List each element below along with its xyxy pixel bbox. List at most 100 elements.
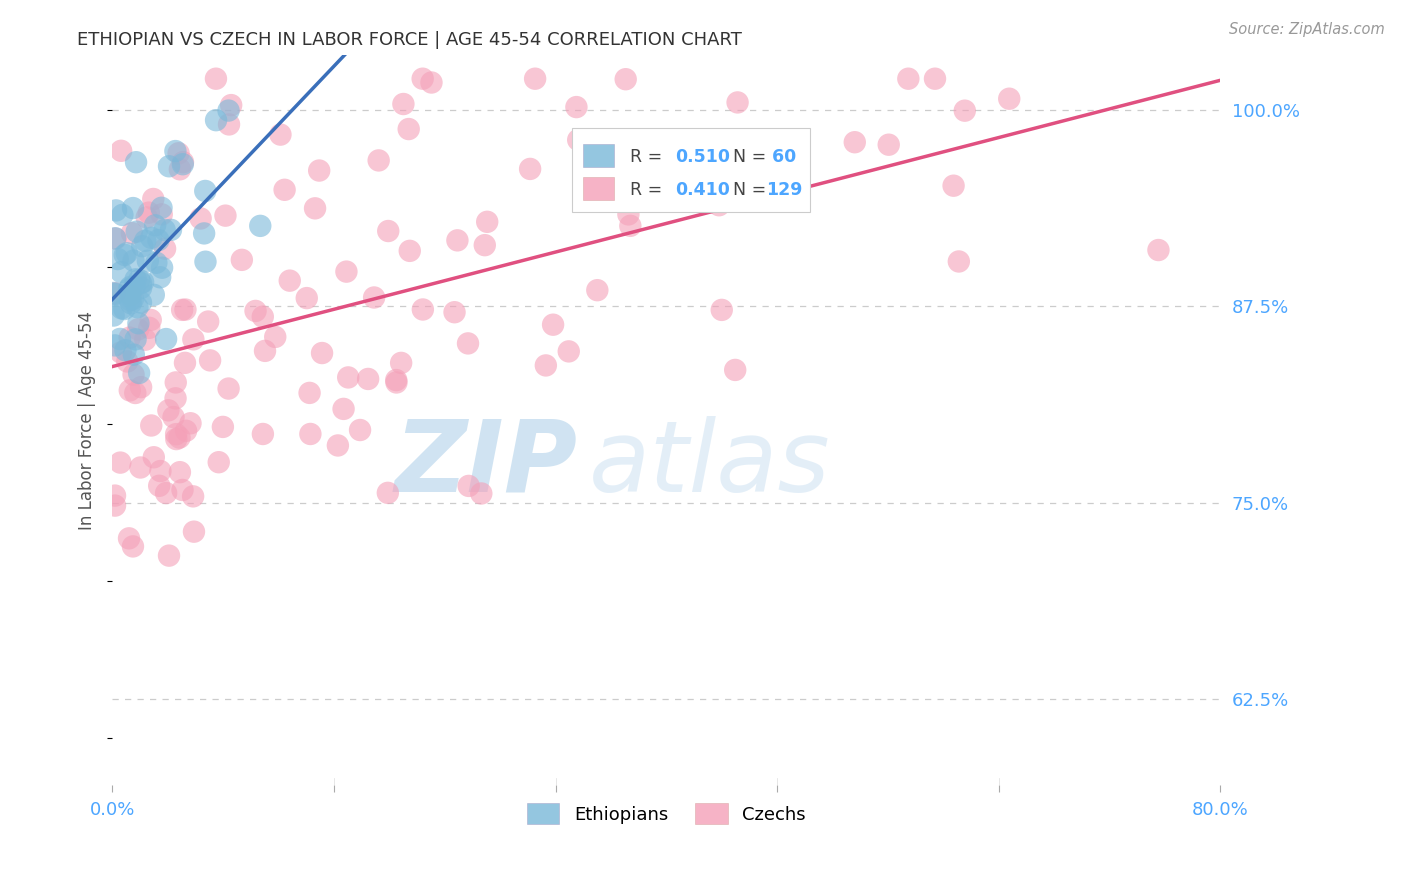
Czechs <box>443 305 465 319</box>
Czechs <box>153 242 176 256</box>
Czechs <box>953 103 976 118</box>
Czechs <box>567 133 589 147</box>
Ethiopians <box>118 282 141 296</box>
Czechs <box>167 146 190 161</box>
Czechs <box>412 71 434 86</box>
Ethiopians <box>124 272 146 286</box>
Czechs <box>104 489 127 503</box>
Czechs <box>474 238 496 252</box>
Ethiopians <box>120 296 142 310</box>
Czechs <box>844 135 866 149</box>
Czechs <box>298 385 321 400</box>
Czechs <box>219 98 242 112</box>
Czechs <box>565 100 588 114</box>
FancyBboxPatch shape <box>583 178 614 200</box>
Czechs <box>558 344 581 359</box>
Czechs <box>377 224 399 238</box>
Czechs <box>924 71 946 86</box>
Czechs <box>398 122 420 136</box>
Czechs <box>586 283 609 297</box>
Czechs <box>121 226 143 240</box>
Text: ETHIOPIAN VS CZECH IN LABOR FORCE | AGE 45-54 CORRELATION CHART: ETHIOPIAN VS CZECH IN LABOR FORCE | AGE … <box>77 31 742 49</box>
Czechs <box>142 450 165 465</box>
Text: 129: 129 <box>766 181 803 199</box>
Czechs <box>751 181 773 195</box>
Czechs <box>614 72 637 87</box>
Text: atlas: atlas <box>589 416 831 513</box>
Czechs <box>122 368 145 382</box>
Czechs <box>129 460 152 475</box>
Ethiopians <box>104 287 127 301</box>
Czechs <box>253 343 276 358</box>
Text: 60: 60 <box>766 148 796 167</box>
Text: ZIP: ZIP <box>395 416 578 513</box>
Czechs <box>122 540 145 554</box>
Text: 0.410: 0.410 <box>675 181 730 199</box>
Czechs <box>710 302 733 317</box>
Legend: Ethiopians, Czechs: Ethiopians, Czechs <box>520 796 813 831</box>
Ethiopians <box>112 301 135 316</box>
Ethiopians <box>127 300 149 314</box>
Ethiopians <box>120 287 142 301</box>
Czechs <box>127 322 149 336</box>
Text: Source: ZipAtlas.com: Source: ZipAtlas.com <box>1229 22 1385 37</box>
Czechs <box>412 302 434 317</box>
Czechs <box>183 524 205 539</box>
Czechs <box>198 353 221 368</box>
Ethiopians <box>115 246 138 260</box>
Ethiopians <box>128 366 150 380</box>
Ethiopians <box>125 225 148 239</box>
Czechs <box>190 211 212 226</box>
Czechs <box>897 71 920 86</box>
Ethiopians <box>143 219 166 233</box>
Ethiopians <box>153 223 176 237</box>
Czechs <box>134 333 156 347</box>
Czechs <box>357 372 380 386</box>
Czechs <box>157 403 180 417</box>
Czechs <box>304 202 326 216</box>
Czechs <box>541 318 564 332</box>
Czechs <box>948 254 970 268</box>
Czechs <box>142 192 165 206</box>
Czechs <box>534 359 557 373</box>
Czechs <box>392 97 415 112</box>
Czechs <box>139 313 162 327</box>
FancyBboxPatch shape <box>572 128 810 212</box>
Ethiopians <box>136 253 159 268</box>
Czechs <box>617 207 640 221</box>
Ethiopians <box>194 184 217 198</box>
Czechs <box>264 330 287 344</box>
Czechs <box>231 252 253 267</box>
Czechs <box>349 423 371 437</box>
Czechs <box>120 288 142 302</box>
Ethiopians <box>194 254 217 268</box>
Czechs <box>420 75 443 89</box>
Ethiopians <box>127 316 149 330</box>
Czechs <box>104 499 127 513</box>
Czechs <box>141 418 163 433</box>
Czechs <box>311 346 333 360</box>
Czechs <box>252 427 274 442</box>
Czechs <box>157 549 180 563</box>
Czechs <box>519 161 541 176</box>
Czechs <box>295 291 318 305</box>
Ethiopians <box>193 227 215 241</box>
Ethiopians <box>149 270 172 285</box>
Czechs <box>470 486 492 500</box>
Czechs <box>308 163 330 178</box>
Czechs <box>942 178 965 193</box>
Czechs <box>148 479 170 493</box>
Czechs <box>457 336 479 351</box>
Czechs <box>727 95 749 110</box>
Text: R =: R = <box>630 181 668 199</box>
Czechs <box>332 401 354 416</box>
Czechs <box>117 354 139 368</box>
Czechs <box>165 427 187 442</box>
Czechs <box>118 532 141 546</box>
Ethiopians <box>122 292 145 306</box>
Czechs <box>205 71 228 86</box>
Czechs <box>998 92 1021 106</box>
Czechs <box>172 302 194 317</box>
Ethiopians <box>124 279 146 293</box>
Czechs <box>181 489 204 503</box>
